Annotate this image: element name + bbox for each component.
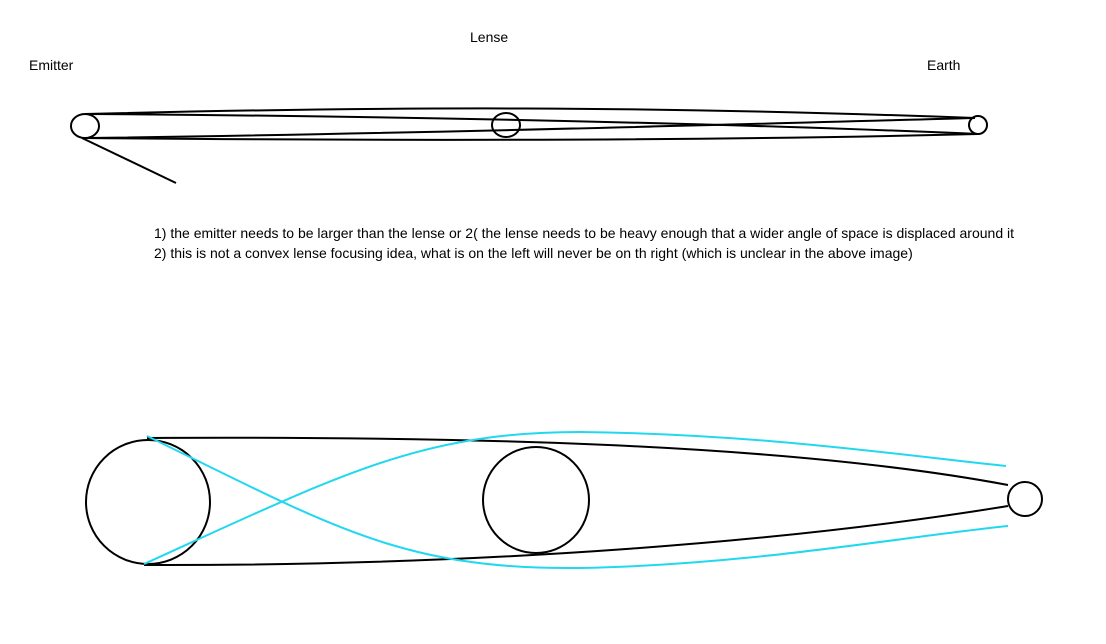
lense-label: Lense — [470, 29, 509, 45]
bottom-emitter-circle — [85, 439, 211, 565]
top-ray-cross-b — [87, 113, 979, 135]
bottom-lense-circle — [482, 446, 590, 554]
earth-label: Earth — [927, 57, 961, 73]
bottom-diagram — [85, 430, 1043, 570]
note-2: 2) this is not a convex lense focusing i… — [154, 245, 913, 261]
note-1: 1) the emitter needs to be larger than t… — [154, 225, 1015, 241]
top-diagram — [70, 107, 988, 184]
top-ray-lower — [84, 133, 979, 141]
bottom-ray-lower — [143, 505, 1009, 567]
top-ray-cross-a — [87, 117, 976, 139]
bottom-ray-upper — [146, 436, 1009, 486]
top-emitter-tail — [81, 137, 177, 184]
bottom-light-path-down — [146, 435, 1009, 570]
top-lense-circle — [491, 112, 521, 138]
emitter-label: Emitter — [29, 57, 74, 73]
bottom-light-path-up — [143, 430, 1007, 565]
top-emitter-circle — [70, 113, 100, 139]
top-ray-upper — [84, 107, 976, 119]
bottom-earth-circle — [1007, 481, 1043, 517]
